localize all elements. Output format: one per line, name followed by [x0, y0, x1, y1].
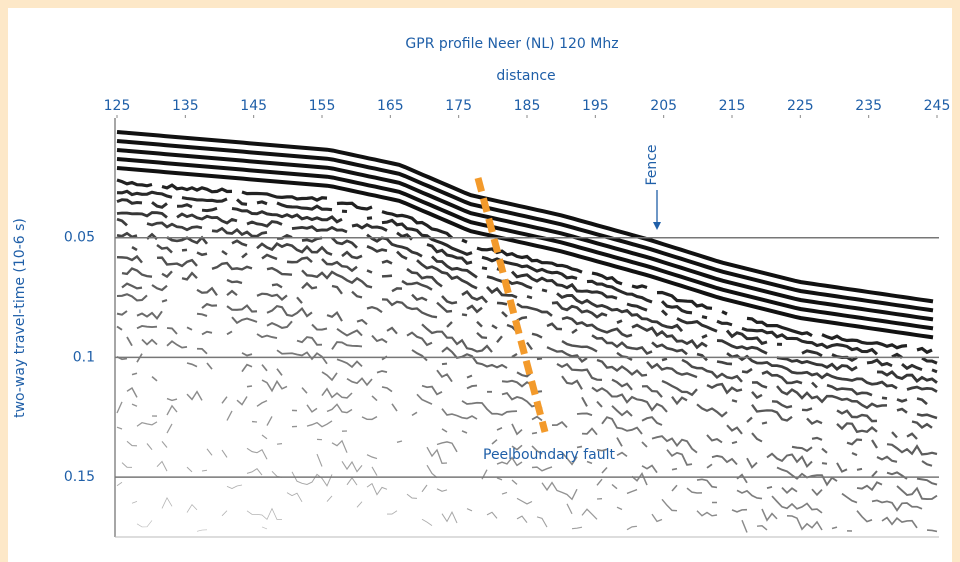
reflector [131, 243, 938, 420]
fault-line [474, 177, 549, 433]
radargram-image [116, 130, 938, 534]
fence-arrowhead [653, 222, 661, 230]
reflector [116, 310, 938, 486]
x-tick-label: 125 [104, 98, 131, 114]
reflector [116, 166, 934, 340]
reflector [116, 139, 934, 313]
reflector [126, 386, 768, 533]
reflector [116, 217, 938, 393]
x-tick-label: 175 [445, 98, 472, 114]
reflector [116, 148, 934, 322]
reflector [116, 130, 934, 304]
chart-title: GPR profile Neer (NL) 120 Mhz [405, 36, 618, 52]
reflector [116, 157, 934, 331]
reflector [116, 421, 638, 531]
x-tick-label: 245 [924, 98, 951, 114]
reflector [116, 353, 938, 533]
x-tick-label: 185 [514, 98, 541, 114]
x-tick-label: 215 [719, 98, 746, 114]
reflector [116, 211, 938, 384]
reflector [121, 282, 938, 456]
x-tick-label: 155 [309, 98, 336, 114]
x-tick-label: 145 [240, 98, 267, 114]
reflector [116, 178, 933, 355]
annotation-fault: Peelboundary fault [483, 447, 615, 463]
annotation-fence: Fence [644, 144, 660, 185]
x-tick-label: 225 [787, 98, 814, 114]
reflector [116, 293, 933, 467]
x-tick-label: 195 [582, 98, 609, 114]
y-tick-label: 0.1 [73, 349, 95, 365]
x-tick-label: 235 [855, 98, 882, 114]
x-tick-label: 165 [377, 98, 404, 114]
x-axis-label: distance [496, 68, 555, 84]
panel [8, 8, 952, 562]
y-tick-label: 0.15 [64, 469, 95, 485]
y-tick-label: 0.05 [64, 230, 95, 246]
reflector [116, 189, 938, 365]
x-tick-label: 205 [650, 98, 677, 114]
y-axis-label: two-way travel-time (10-6 s) [12, 218, 28, 418]
x-tick-label: 135 [172, 98, 199, 114]
